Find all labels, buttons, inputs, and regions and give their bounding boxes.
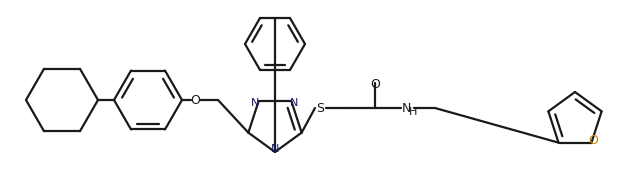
Text: N: N <box>251 98 260 108</box>
Text: O: O <box>190 94 200 107</box>
Text: S: S <box>316 101 324 114</box>
Text: N: N <box>271 144 279 154</box>
Text: O: O <box>370 77 380 90</box>
Text: N: N <box>401 101 411 114</box>
Text: O: O <box>588 134 599 147</box>
Text: H: H <box>409 107 417 117</box>
Text: N: N <box>290 98 298 108</box>
